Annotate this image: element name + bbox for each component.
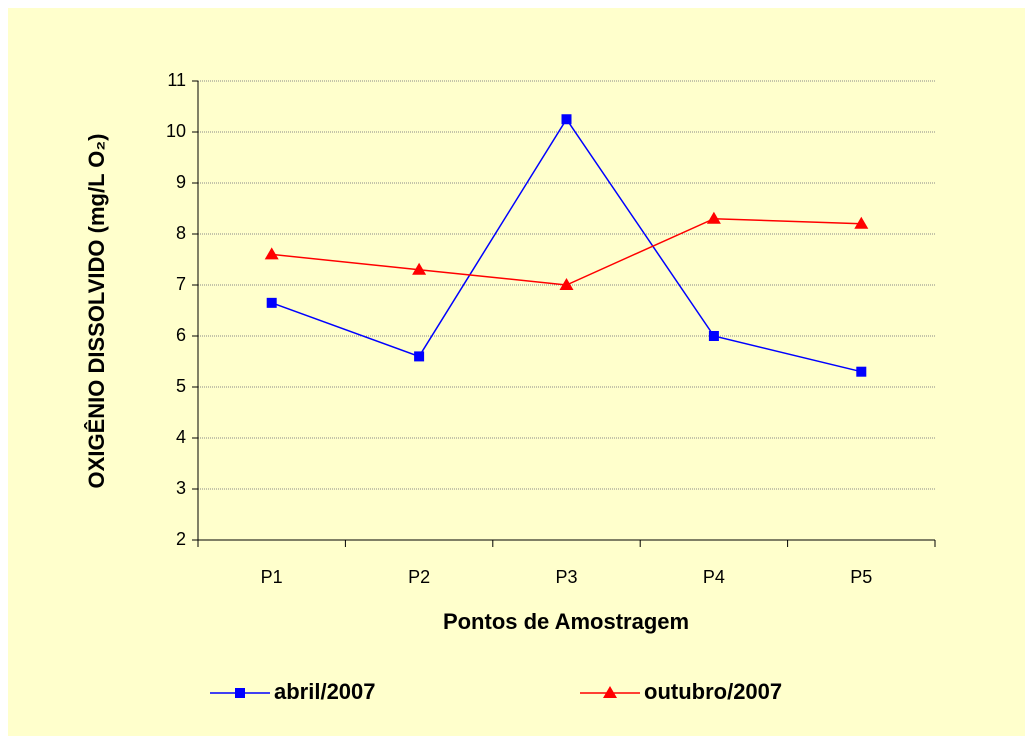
data-point — [266, 297, 277, 308]
data-point — [264, 247, 279, 260]
data-point — [854, 216, 869, 229]
data-point — [856, 366, 867, 377]
data-point — [561, 114, 572, 125]
legend-marker — [603, 686, 617, 698]
y-tick-label: 4 — [176, 427, 186, 447]
data-point — [559, 278, 574, 290]
x-tick-label: P3 — [555, 567, 577, 587]
y-tick-label: 3 — [176, 478, 186, 498]
x-tick-label: P1 — [261, 567, 283, 587]
x-tick-label: P4 — [703, 567, 725, 587]
data-point — [708, 331, 719, 341]
x-tick-label: P5 — [850, 567, 872, 587]
legend-marker — [235, 688, 245, 698]
legend-label: abril/2007 — [274, 679, 376, 704]
data-point — [412, 262, 427, 275]
legend-label: outubro/2007 — [644, 679, 782, 704]
y-tick-label: 6 — [176, 325, 186, 345]
y-tick-label: 2 — [176, 529, 186, 549]
data-point — [706, 211, 721, 224]
data-point — [414, 351, 425, 362]
y-tick-label: 8 — [176, 223, 186, 243]
y-tick-label: 11 — [167, 70, 186, 90]
y-axis-title: OXIGÊNIO DISSOLVIDO (mg/L O₂) — [84, 134, 109, 489]
y-tick-label: 9 — [176, 172, 186, 192]
x-axis-title: Pontos de Amostragem — [443, 609, 689, 634]
y-tick-label: 5 — [176, 376, 186, 396]
chart-background — [8, 8, 1025, 736]
y-tick-label: 7 — [176, 274, 186, 294]
x-tick-label: P2 — [408, 567, 430, 587]
y-tick-label: 10 — [166, 121, 186, 141]
